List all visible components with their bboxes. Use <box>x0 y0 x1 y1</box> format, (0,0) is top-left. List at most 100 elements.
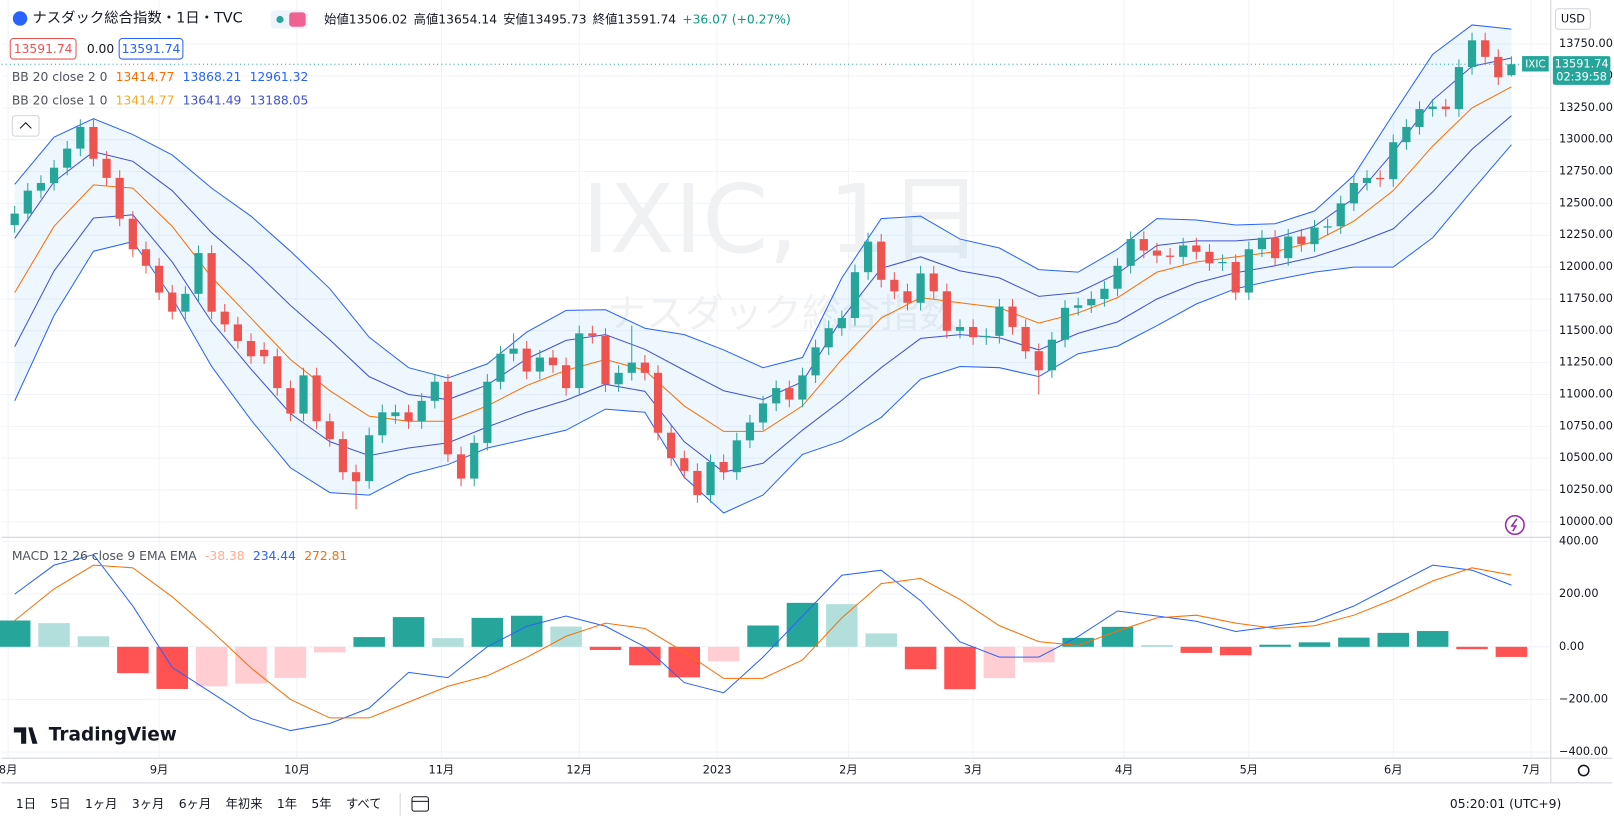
candle-body <box>168 292 177 312</box>
collapse-button[interactable] <box>11 115 40 137</box>
candle-body <box>877 241 886 280</box>
goto-date-button[interactable] <box>411 796 429 812</box>
range-button[interactable]: 1年 <box>277 797 297 811</box>
range-button[interactable]: 6ヶ月 <box>179 797 211 811</box>
candle-body <box>1336 203 1345 227</box>
histogram-bar <box>1141 644 1173 647</box>
bb2-basis: 13414.77 <box>116 70 175 84</box>
y-tick-label: 400.00 <box>1559 534 1599 547</box>
open-label: 始値 <box>324 11 349 26</box>
histogram-bar <box>589 646 622 650</box>
histogram-bar <box>1338 637 1370 647</box>
candle-body <box>903 291 912 303</box>
histogram-bar <box>1101 626 1134 647</box>
macd-legend[interactable]: MACD 12 26 close 9 EMA EMA -38.38 234.44 27… <box>12 548 347 562</box>
candle-body <box>824 328 833 348</box>
open-value: 13506.02 <box>349 12 408 26</box>
histogram-bar <box>471 617 504 647</box>
lightning-button[interactable] <box>1504 514 1525 535</box>
histogram-bar <box>1180 646 1213 653</box>
range-button[interactable]: すべて <box>346 797 382 811</box>
candle-body <box>417 400 426 422</box>
candle-body <box>706 462 715 496</box>
y-tick-label: 12750.00 <box>1559 165 1613 178</box>
histogram-bar <box>77 636 110 647</box>
candle-body <box>63 148 72 168</box>
macd-name: MACD 12 26 close 9 EMA EMA <box>12 548 197 562</box>
collapse-icon <box>19 122 32 129</box>
range-button[interactable]: 年初来 <box>226 797 263 811</box>
candle-body <box>1165 255 1175 257</box>
candle-body <box>653 372 663 433</box>
candle-body <box>562 365 571 389</box>
bb1-basis: 13414.77 <box>116 93 175 107</box>
histogram-bar <box>38 623 70 647</box>
candle-body <box>299 375 308 414</box>
buy-box[interactable] <box>118 38 184 60</box>
candle-body <box>522 348 531 372</box>
bb1-name: BB 20 close 1 0 <box>12 93 108 107</box>
histogram-bar <box>1219 646 1252 656</box>
y-tick-label: 10000.00 <box>1559 515 1613 528</box>
candle-body <box>680 458 689 471</box>
candle-body <box>1389 142 1398 180</box>
low-label: 安値 <box>503 11 528 26</box>
status-dot <box>276 15 284 24</box>
histogram-bar <box>314 646 346 653</box>
candle-body <box>588 333 597 336</box>
symbol-title[interactable]: ナスダック総合指数・1日・TVC <box>32 9 242 26</box>
range-button[interactable]: 5日 <box>50 797 70 811</box>
bb1-legend[interactable]: BB 20 close 1 0 13414.77 13641.49 13188.05 <box>12 93 309 107</box>
candle-body <box>798 375 807 400</box>
watermark: IXIC, 1日 <box>582 165 983 275</box>
range-button[interactable]: 1日 <box>16 797 36 811</box>
sell-box[interactable] <box>9 38 77 60</box>
x-tick-label: 7月 <box>1522 764 1541 777</box>
range-button[interactable]: 1ヶ月 <box>85 797 117 811</box>
histogram-bar <box>1259 644 1291 647</box>
candle-body <box>154 265 164 293</box>
sell-price: 13591.74 <box>14 42 73 56</box>
clock[interactable]: 05:20:01 (UTC+9) <box>1450 797 1561 811</box>
candle-body <box>325 421 334 440</box>
candle-body <box>955 326 965 331</box>
settings-button[interactable] <box>1577 764 1590 777</box>
candle-body <box>1034 351 1043 371</box>
histogram-bar <box>707 646 740 662</box>
histogram-bar <box>1495 646 1528 657</box>
close-value: 13591.74 <box>617 12 676 26</box>
logo-text[interactable]: TradingView <box>49 725 177 746</box>
x-tick-label: 3月 <box>964 764 983 777</box>
candle-body <box>575 333 584 389</box>
candle-body <box>1074 305 1083 308</box>
candle-body <box>758 403 768 423</box>
histogram-bar <box>0 620 31 647</box>
candle-body <box>220 311 229 325</box>
candle-body <box>929 273 938 292</box>
histogram-bar <box>117 646 149 674</box>
candle-body <box>246 340 256 357</box>
candle-body <box>1481 40 1490 57</box>
histogram-bar <box>786 602 819 647</box>
candle-body <box>1100 288 1109 299</box>
candle-body <box>745 422 755 441</box>
range-button[interactable]: 5年 <box>311 797 331 811</box>
range-button[interactable]: 3ヶ月 <box>132 797 164 811</box>
histogram-bar <box>983 646 1016 679</box>
histogram-bar <box>1377 632 1410 647</box>
logo-mark <box>13 727 38 744</box>
candle-body <box>181 293 190 312</box>
candle-body <box>916 273 925 303</box>
x-tick-label: 2023 <box>703 764 732 777</box>
bb2-legend[interactable]: BB 20 close 2 0 13414.77 13868.21 12961.32 <box>12 70 309 84</box>
y-tick-label: 11500.00 <box>1559 324 1613 337</box>
candle-body <box>942 291 951 331</box>
histogram-bar <box>510 615 543 647</box>
y-tick-label: 12250.00 <box>1559 228 1613 241</box>
currency-box[interactable] <box>1554 8 1591 30</box>
y-tick-label: 11750.00 <box>1559 292 1613 305</box>
candle-body <box>128 218 137 250</box>
candle-body <box>1231 261 1240 293</box>
histogram-bar <box>826 604 858 647</box>
